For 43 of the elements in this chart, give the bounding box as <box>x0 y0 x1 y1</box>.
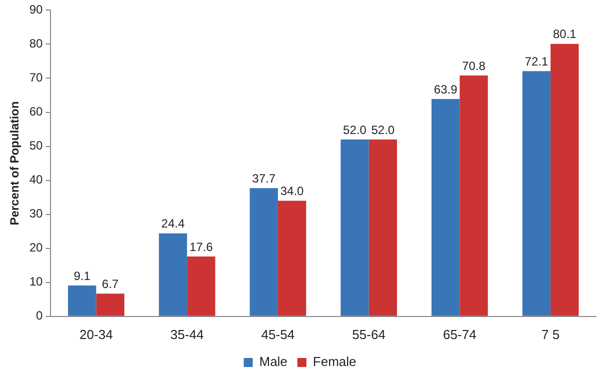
data-label: 9.1 <box>74 268 91 283</box>
y-tick-label: 50 <box>29 138 44 153</box>
y-tick-label: 20 <box>29 240 44 255</box>
y-tick-label: 60 <box>29 104 44 119</box>
data-label: 52.0 <box>343 122 367 137</box>
y-tick-label: 30 <box>29 206 44 221</box>
bar <box>522 71 551 316</box>
x-tick-label: 65-74 <box>443 326 476 342</box>
y-tick-label: 70 <box>29 70 44 85</box>
data-label: 17.6 <box>189 240 214 254</box>
bar <box>432 99 460 316</box>
bar <box>550 44 579 316</box>
bar <box>278 200 306 316</box>
y-tick-label: 40 <box>29 172 44 187</box>
data-label: 34.0 <box>280 184 304 198</box>
bar <box>187 256 216 316</box>
bar <box>368 139 397 316</box>
x-tick-label: 20-34 <box>80 326 113 342</box>
bar <box>158 233 188 316</box>
data-label: 24.4 <box>161 216 185 231</box>
data-label: 80.1 <box>552 27 577 42</box>
x-tick-label: 35-44 <box>170 326 204 342</box>
y-tick-label: 80 <box>29 36 44 51</box>
y-tick-label: 90 <box>29 2 44 17</box>
data-label: 52.0 <box>371 122 395 137</box>
data-label: 6.7 <box>102 276 119 291</box>
bar <box>68 285 96 316</box>
bar <box>250 188 278 316</box>
data-label: 70.8 <box>462 58 486 73</box>
y-tick-label: 10 <box>29 274 44 289</box>
data-label: 37.7 <box>252 171 276 186</box>
y-tick-label: 0 <box>36 308 44 323</box>
data-label: 63.9 <box>434 82 458 96</box>
x-tick-label: 45-54 <box>261 326 295 342</box>
legend-label: Male <box>259 354 288 370</box>
x-tick-label: 7 5 <box>542 326 560 342</box>
x-tick-label: 55-64 <box>352 326 386 342</box>
legend-label: Female <box>312 354 356 370</box>
bar <box>340 139 369 316</box>
bar <box>96 294 124 316</box>
y-axis-title: Percent of Population <box>8 101 22 226</box>
data-label: 72.1 <box>524 54 548 68</box>
bar <box>460 76 488 316</box>
